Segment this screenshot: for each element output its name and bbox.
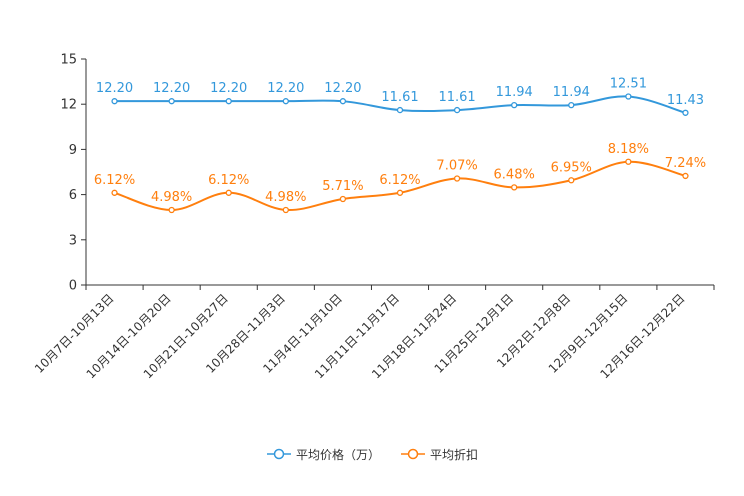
data-point[interactable] bbox=[225, 189, 232, 196]
data-label: 7.24% bbox=[665, 156, 706, 171]
data-label: 4.98% bbox=[265, 190, 306, 205]
data-point[interactable] bbox=[339, 98, 347, 105]
data-label: 12.20 bbox=[267, 81, 304, 96]
data-point[interactable] bbox=[339, 195, 347, 203]
data-point[interactable] bbox=[568, 177, 575, 184]
data-label: 11.94 bbox=[496, 85, 533, 100]
data-label: 11.61 bbox=[438, 90, 475, 105]
y-tick-label: 0 bbox=[69, 279, 77, 294]
data-label: 11.43 bbox=[667, 93, 704, 108]
data-label: 6.95% bbox=[551, 160, 592, 175]
data-point[interactable] bbox=[453, 106, 461, 114]
data-label: 12.20 bbox=[153, 81, 190, 96]
legend: 平均价格（万） 平均折扣 bbox=[0, 444, 744, 464]
x-axis: 10月7日-10月13日10月14日-10月20日10月21日-10月27日10… bbox=[32, 284, 715, 381]
y-tick-label: 6 bbox=[69, 188, 77, 203]
data-point[interactable] bbox=[396, 189, 404, 196]
data-label: 11.61 bbox=[381, 90, 418, 105]
y-tick-label: 3 bbox=[69, 233, 77, 248]
data-point[interactable] bbox=[168, 98, 175, 105]
data-point[interactable] bbox=[625, 158, 632, 165]
data-label: 5.71% bbox=[322, 179, 363, 194]
data-label: 7.07% bbox=[436, 158, 477, 173]
data-point[interactable] bbox=[682, 172, 689, 180]
legend-price-icon bbox=[266, 448, 291, 460]
y-axis: 0 3 6 9 12 15 bbox=[60, 53, 87, 294]
data-label: 12.20 bbox=[96, 81, 133, 96]
data-point[interactable] bbox=[396, 106, 404, 114]
data-point[interactable] bbox=[453, 175, 461, 182]
data-label: 12.51 bbox=[610, 77, 647, 92]
y-tick-label: 12 bbox=[60, 98, 77, 113]
data-point[interactable] bbox=[111, 98, 118, 105]
y-tick-label: 9 bbox=[69, 143, 77, 158]
data-point[interactable] bbox=[625, 93, 632, 100]
legend-item-discount[interactable]: 平均折扣 bbox=[400, 446, 478, 463]
data-label: 12.20 bbox=[210, 81, 247, 96]
series-points bbox=[111, 93, 689, 214]
data-label: 12.20 bbox=[324, 81, 361, 96]
legend-discount-label: 平均折扣 bbox=[430, 447, 479, 462]
data-label: 8.18% bbox=[608, 142, 649, 157]
line-chart: 0 3 6 9 12 15 10月7日-10月13日10月14日-10月20日10月21日… bbox=[32, 53, 715, 381]
data-label: 6.48% bbox=[494, 167, 535, 182]
data-label: 6.12% bbox=[94, 173, 135, 188]
data-point[interactable] bbox=[282, 98, 289, 105]
data-point[interactable] bbox=[511, 101, 518, 109]
legend-discount-icon bbox=[401, 448, 425, 460]
data-label: 6.12% bbox=[379, 173, 420, 188]
data-point[interactable] bbox=[282, 206, 289, 214]
legend-price-label: 平均价格（万） bbox=[295, 447, 380, 462]
data-label: 6.12% bbox=[208, 173, 249, 188]
data-point[interactable] bbox=[225, 98, 232, 105]
data-point[interactable] bbox=[168, 206, 175, 214]
data-point[interactable] bbox=[682, 109, 689, 116]
data-point[interactable] bbox=[511, 184, 518, 191]
data-label: 11.94 bbox=[553, 85, 590, 100]
data-point[interactable] bbox=[568, 101, 575, 109]
data-point[interactable] bbox=[111, 189, 118, 196]
data-labels: 12.20 12.20 12.20 12.20 12.20 11.61 11.61 11.94… bbox=[94, 77, 706, 205]
data-label: 4.98% bbox=[151, 190, 192, 205]
legend-item-price[interactable]: 平均价格（万） bbox=[266, 446, 380, 463]
y-tick-label: 15 bbox=[60, 53, 77, 68]
